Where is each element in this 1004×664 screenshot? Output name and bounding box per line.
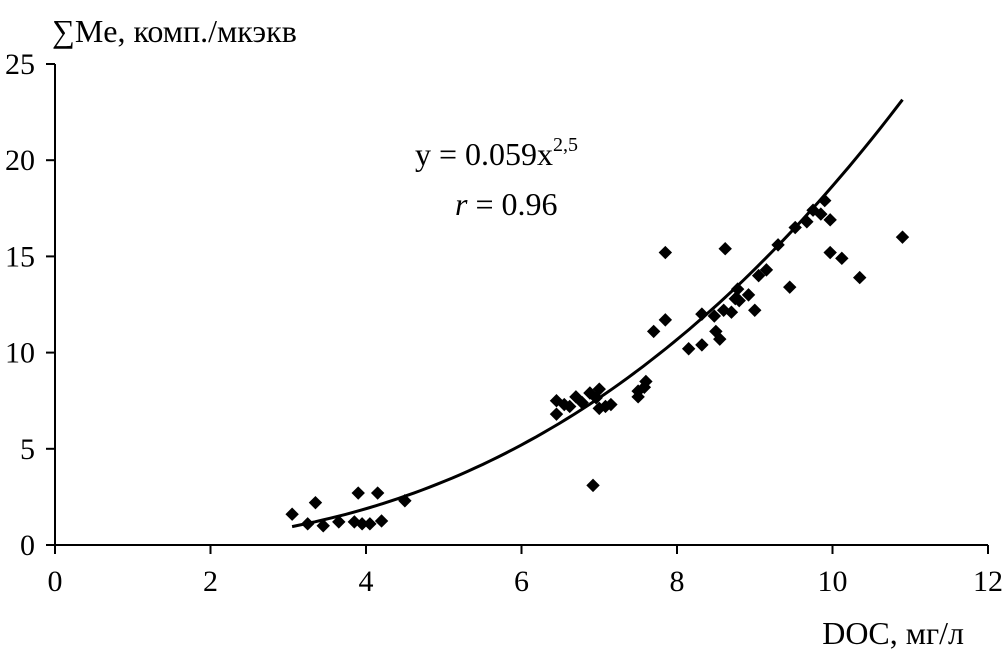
data-point [300,517,315,531]
x-tick-label: 10 [818,565,848,598]
data-point [823,245,837,260]
equation-exponent: 2,5 [553,134,578,156]
data-point [658,313,673,327]
y-tick-label: 15 [5,240,35,273]
equation-annotation: y = 0.059x2,5 [415,134,578,172]
y-tick-label: 10 [5,337,35,370]
data-point [741,288,756,302]
data-point [818,193,832,208]
data-point [730,282,745,296]
data-point [748,303,762,317]
data-point [285,507,299,521]
data-point [575,395,589,410]
data-point [639,374,653,389]
data-point [835,251,849,266]
y-axis-title: ∑Me, комп./мкэкв [52,13,297,49]
x-tick-label: 8 [670,565,685,598]
x-tick-label: 2 [203,565,218,598]
data-point [724,305,739,319]
data-point [814,207,828,221]
data-point [853,270,867,285]
data-point [695,307,709,321]
data-point [351,486,365,500]
fit-curve-group [291,98,904,529]
axis-ticks: 0 2 4 6 8 10 12 0 5 10 15 20 25 [5,48,1003,598]
data-point [718,241,732,256]
data-point [332,515,346,529]
data-point [658,245,673,260]
data-point [592,382,606,396]
data-point [713,332,727,346]
data-point [788,220,802,235]
data-point [604,397,618,412]
correlation-value: = 0.96 [467,186,557,222]
data-point [398,494,412,508]
data-point [732,293,746,308]
x-tick-label: 12 [973,565,1003,598]
y-tick-label: 20 [5,144,35,177]
data-point [681,342,696,356]
data-point [695,338,709,352]
data-point [759,263,774,277]
data-point [586,478,600,493]
x-axis-title: DOC, мг/л [822,615,964,651]
correlation-annotation: r = 0.96 [455,186,558,222]
data-point [363,517,377,531]
data-point [374,514,389,528]
data-point [895,230,910,244]
data-point [316,519,330,533]
data-point [549,407,564,421]
data-point [823,213,837,227]
data-point [562,399,577,414]
x-tick-label: 0 [48,565,63,598]
fit-curve [291,98,904,529]
equation-body: = 0.059x [431,136,553,172]
data-points [285,193,910,533]
x-tick-label: 4 [359,565,374,598]
x-tick-label: 6 [514,565,529,598]
y-tick-label: 5 [20,433,35,466]
y-tick-label: 25 [5,48,35,81]
data-point [646,324,661,339]
data-point [771,238,785,252]
data-point [707,309,722,323]
data-point [751,268,766,283]
y-tick-label: 0 [20,529,35,562]
data-point [370,486,385,500]
data-point [308,495,323,510]
correlation-r: r [455,186,468,222]
equation-y: y [415,136,431,172]
data-point [783,280,797,294]
data-point [800,215,814,229]
